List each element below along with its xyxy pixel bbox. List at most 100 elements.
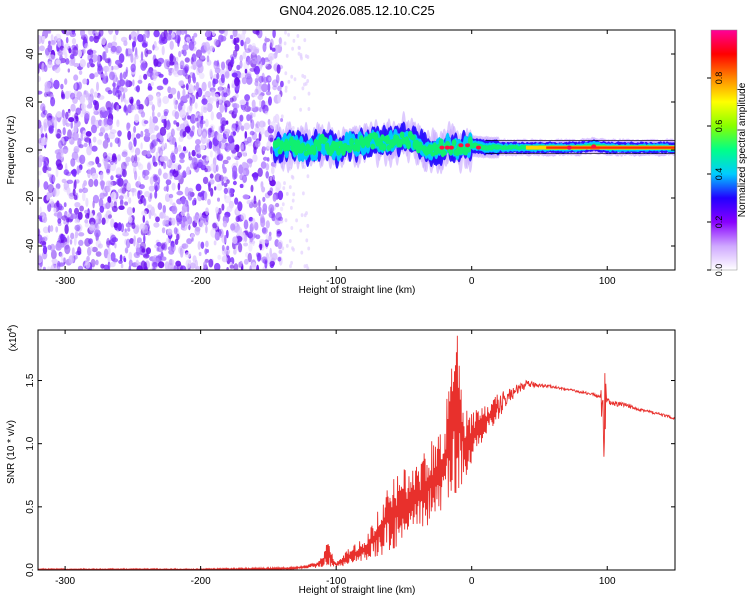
noise-blob: [216, 59, 220, 68]
x-tick-label: 0: [469, 576, 475, 587]
noise-blob: [161, 256, 167, 261]
noise-blob: [97, 139, 103, 145]
noise-blob: [214, 262, 221, 270]
signal-blob: [323, 137, 328, 143]
noise-blob: [51, 258, 58, 264]
noise-blob: [169, 53, 174, 62]
noise-blob: [101, 76, 109, 84]
noise-blob: [240, 144, 244, 155]
spectrogram-y-label: Frequency (Hz): [6, 116, 17, 185]
noise-blob: [158, 168, 162, 176]
noise-blob: [83, 90, 87, 95]
signal-peak: [591, 144, 597, 149]
noise-blob: [77, 211, 83, 220]
noise-blob: [234, 76, 240, 87]
noise-blob: [56, 152, 62, 161]
noise-blob: [239, 54, 243, 62]
noise-blob: [180, 30, 185, 35]
noise-blob: [198, 251, 202, 257]
noise-blob: [247, 252, 252, 263]
noise-blob: [277, 85, 282, 92]
noise-blob: [139, 184, 145, 190]
noise-blob: [291, 126, 295, 130]
noise-blob: [229, 187, 234, 198]
noise-blob: [282, 186, 286, 191]
noise-blob: [38, 149, 41, 155]
noise-blob: [77, 81, 82, 90]
noise-blob: [107, 214, 113, 219]
noise-blob: [128, 259, 133, 267]
noise-blob: [255, 234, 261, 240]
noise-blob: [247, 231, 254, 239]
noise-blob: [86, 62, 90, 69]
noise-blob: [62, 47, 66, 56]
noise-blob: [140, 62, 147, 71]
noise-blob: [292, 192, 296, 197]
noise-blob: [115, 45, 122, 54]
noise-blob: [99, 171, 104, 181]
noise-blob: [89, 35, 94, 42]
noise-blob: [46, 195, 50, 201]
noise-blob: [283, 41, 287, 46]
noise-blob: [250, 262, 257, 270]
noise-blob: [258, 120, 266, 128]
noise-blob: [214, 67, 221, 74]
x-tick-label: -100: [326, 276, 346, 287]
noise-blob: [154, 213, 157, 218]
noise-blob: [170, 152, 176, 161]
noise-blob: [41, 36, 46, 41]
noise-blob: [163, 162, 167, 170]
noise-blob: [205, 225, 208, 234]
noise-blob: [152, 110, 155, 119]
noise-blob: [133, 137, 137, 147]
noise-blob: [102, 140, 109, 149]
noise-blob: [66, 235, 70, 244]
noise-blob: [73, 236, 77, 246]
noise-blob: [78, 239, 84, 246]
noise-blob: [152, 175, 158, 183]
noise-blob: [262, 42, 267, 53]
noise-blob: [41, 136, 48, 146]
noise-blob: [90, 88, 94, 95]
noise-blob: [141, 248, 146, 253]
noise-blob: [267, 118, 271, 126]
noise-blob: [137, 79, 143, 84]
noise-blob: [259, 99, 262, 107]
noise-blob: [68, 255, 74, 264]
noise-blob: [209, 150, 213, 158]
noise-blob: [143, 234, 146, 244]
noise-blob: [140, 111, 146, 118]
noise-blob: [231, 123, 237, 132]
noise-blob: [53, 212, 61, 217]
noise-blob: [109, 129, 117, 135]
noise-blob: [246, 158, 253, 164]
noise-blob: [269, 261, 275, 266]
noise-blob: [265, 234, 270, 240]
noise-blob: [249, 223, 254, 233]
noise-blob: [232, 180, 237, 186]
noise-blob: [53, 119, 58, 128]
noise-blob: [288, 185, 292, 190]
noise-blob: [142, 224, 149, 234]
noise-blob: [38, 90, 43, 95]
noise-blob: [192, 61, 197, 71]
noise-blob: [97, 95, 105, 100]
noise-blob: [184, 30, 188, 35]
noise-blob: [268, 60, 273, 65]
noise-blob: [214, 173, 222, 183]
noise-blob: [266, 157, 270, 162]
noise-blob: [220, 73, 225, 84]
noise-blob: [230, 223, 236, 231]
noise-blob: [290, 226, 294, 230]
noise-blob: [252, 200, 258, 208]
noise-blob: [90, 246, 93, 252]
noise-blob: [153, 181, 160, 192]
noise-blob: [293, 96, 297, 100]
noise-blob: [189, 96, 193, 106]
noise-blob: [103, 45, 109, 50]
noise-blob: [152, 116, 158, 124]
noise-blob: [176, 233, 180, 241]
noise-blob: [44, 47, 50, 56]
noise-blob: [246, 136, 252, 144]
noise-blob: [235, 124, 240, 133]
